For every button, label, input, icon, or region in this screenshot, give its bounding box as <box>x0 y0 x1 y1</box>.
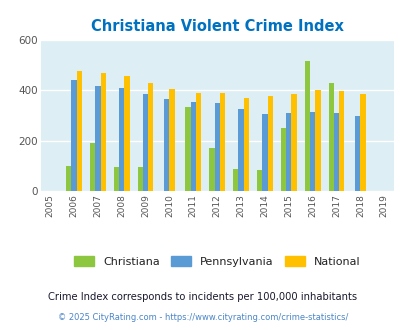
Bar <box>124 76 129 191</box>
Bar <box>315 90 320 191</box>
Bar <box>256 170 262 191</box>
Bar <box>185 107 190 191</box>
Bar <box>100 73 105 191</box>
Bar <box>190 102 196 191</box>
Bar <box>77 71 82 191</box>
Text: Crime Index corresponds to incidents per 100,000 inhabitants: Crime Index corresponds to incidents per… <box>48 292 357 302</box>
Bar <box>360 94 365 191</box>
Bar <box>90 143 95 191</box>
Bar <box>267 96 272 191</box>
Bar <box>328 82 333 191</box>
Bar <box>286 113 291 191</box>
Bar <box>196 93 201 191</box>
Bar <box>338 91 343 191</box>
Bar <box>66 166 71 191</box>
Bar <box>333 114 338 191</box>
Bar <box>280 128 286 191</box>
Legend: Christiana, Pennsylvania, National: Christiana, Pennsylvania, National <box>70 251 364 271</box>
Bar <box>219 93 224 191</box>
Bar <box>119 88 124 191</box>
Title: Christiana Violent Crime Index: Christiana Violent Crime Index <box>91 19 343 34</box>
Bar <box>232 169 238 191</box>
Bar <box>243 98 248 191</box>
Bar <box>95 86 100 191</box>
Bar <box>169 89 174 191</box>
Bar <box>113 167 119 191</box>
Bar <box>238 109 243 191</box>
Bar <box>71 80 77 191</box>
Text: © 2025 CityRating.com - https://www.cityrating.com/crime-statistics/: © 2025 CityRating.com - https://www.city… <box>58 313 347 322</box>
Bar <box>148 82 153 191</box>
Bar <box>143 94 148 191</box>
Bar <box>137 167 143 191</box>
Bar <box>304 61 309 191</box>
Bar <box>262 114 267 191</box>
Bar <box>164 99 169 191</box>
Bar <box>309 112 315 191</box>
Bar <box>214 103 219 191</box>
Bar <box>291 94 296 191</box>
Bar <box>209 148 214 191</box>
Bar <box>354 115 360 191</box>
